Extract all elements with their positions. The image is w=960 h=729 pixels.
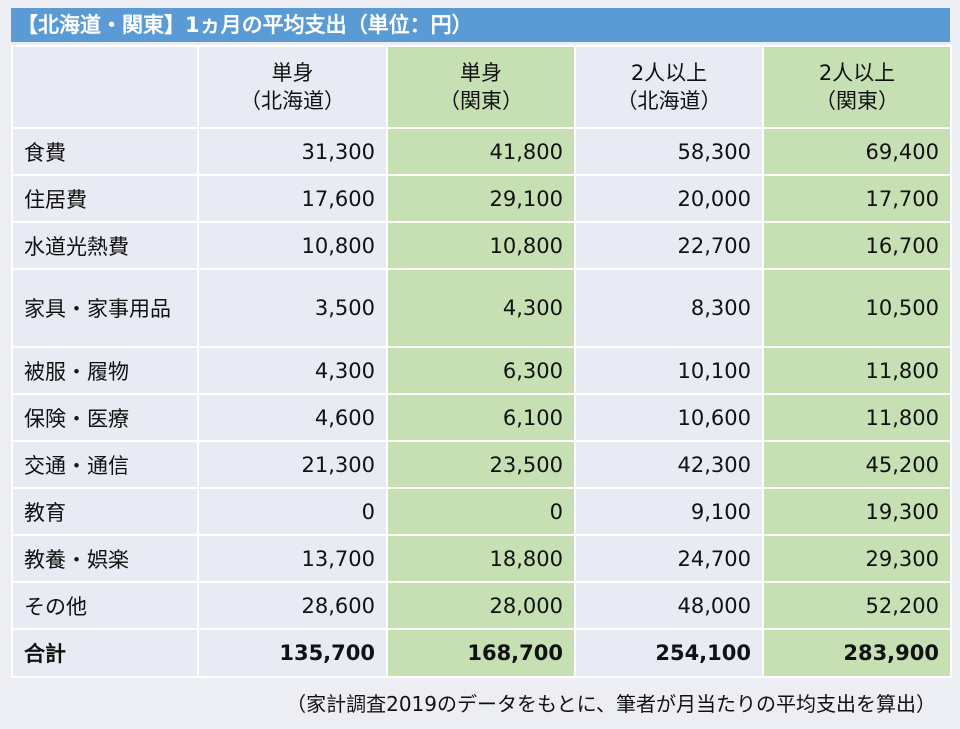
header-empty-cell — [11, 45, 199, 129]
table-cell: 10,800 — [386, 221, 576, 270]
column-header: 2人以上 （北海道） — [574, 45, 764, 129]
table-row: 水道光熱費 10,800 10,800 22,700 16,700 — [11, 221, 952, 270]
column-header: 単身 （北海道） — [197, 45, 388, 129]
total-row: 合計 135,700 168,700 254,100 283,900 — [11, 628, 952, 678]
total-cell: 283,900 — [762, 628, 952, 678]
table-cell: 11,800 — [762, 346, 952, 395]
table-cell: 9,100 — [574, 487, 764, 536]
table-row: 教育 0 0 9,100 19,300 — [11, 487, 952, 536]
table-cell: 29,300 — [762, 534, 952, 583]
table-cell: 41,800 — [386, 127, 576, 176]
table-cell: 10,100 — [574, 346, 764, 395]
row-label: 教育 — [11, 487, 199, 536]
table-row: 交通・通信 21,300 23,500 42,300 45,200 — [11, 440, 952, 489]
table-cell: 69,400 — [762, 127, 952, 176]
table-cell: 48,000 — [574, 581, 764, 630]
header-row: 単身 （北海道） 単身 （関東） 2人以上 （北海道） 2人以上 （関東） — [11, 45, 952, 129]
table-cell: 8,300 — [574, 268, 764, 348]
table-cell: 0 — [197, 487, 388, 536]
table-row: 被服・履物 4,300 6,300 10,100 11,800 — [11, 346, 952, 395]
table-cell: 4,300 — [386, 268, 576, 348]
table-cell: 11,800 — [762, 393, 952, 442]
table-cell: 42,300 — [574, 440, 764, 489]
table-cell: 28,600 — [197, 581, 388, 630]
table-cell: 6,100 — [386, 393, 576, 442]
table-cell: 22,700 — [574, 221, 764, 270]
table-row: 保険・医療 4,600 6,100 10,600 11,800 — [11, 393, 952, 442]
row-label: 被服・履物 — [11, 346, 199, 395]
table-cell: 24,700 — [574, 534, 764, 583]
table-cell: 28,000 — [386, 581, 576, 630]
row-label: その他 — [11, 581, 199, 630]
row-label: 家具・家事用品 — [11, 268, 199, 348]
total-cell: 254,100 — [574, 628, 764, 678]
row-label: 住居費 — [11, 174, 199, 223]
total-cell: 168,700 — [386, 628, 576, 678]
table-cell: 3,500 — [197, 268, 388, 348]
table-cell: 10,500 — [762, 268, 952, 348]
table-cell: 21,300 — [197, 440, 388, 489]
table-row: 教養・娯楽 13,700 18,800 24,700 29,300 — [11, 534, 952, 583]
total-label: 合計 — [11, 628, 199, 678]
total-cell: 135,700 — [197, 628, 388, 678]
table-cell: 52,200 — [762, 581, 952, 630]
table-row: 食費 31,300 41,800 58,300 69,400 — [11, 127, 952, 176]
table-row: 家具・家事用品 3,500 4,300 8,300 10,500 — [11, 268, 952, 348]
table-cell: 58,300 — [574, 127, 764, 176]
table-cell: 18,800 — [386, 534, 576, 583]
table-row: その他 28,600 28,000 48,000 52,200 — [11, 581, 952, 630]
table-cell: 6,300 — [386, 346, 576, 395]
row-label: 教養・娯楽 — [11, 534, 199, 583]
table-cell: 45,200 — [762, 440, 952, 489]
column-header: 単身 （関東） — [386, 45, 576, 129]
table-cell: 10,600 — [574, 393, 764, 442]
table-cell: 13,700 — [197, 534, 388, 583]
row-label: 食費 — [11, 127, 199, 176]
table-cell: 31,300 — [197, 127, 388, 176]
table-cell: 16,700 — [762, 221, 952, 270]
expense-table: 単身 （北海道） 単身 （関東） 2人以上 （北海道） 2人以上 （関東） 食費 31,… — [11, 45, 952, 678]
table-cell: 20,000 — [574, 174, 764, 223]
row-label: 保険・医療 — [11, 393, 199, 442]
row-label: 交通・通信 — [11, 440, 199, 489]
table-cell: 17,600 — [197, 174, 388, 223]
column-header: 2人以上 （関東） — [762, 45, 952, 129]
table-cell: 0 — [386, 487, 576, 536]
table-cell: 23,500 — [386, 440, 576, 489]
table-cell: 10,800 — [197, 221, 388, 270]
table-cell: 4,600 — [197, 393, 388, 442]
table-title: 【北海道・関東】1ヵ月の平均支出（単位：円） — [11, 8, 950, 42]
table-cell: 17,700 — [762, 174, 952, 223]
source-note: （家計調査2019のデータをもとに、筆者が月当たりの平均支出を算出） — [286, 692, 936, 716]
table-cell: 4,300 — [197, 346, 388, 395]
table-cell: 19,300 — [762, 487, 952, 536]
row-label: 水道光熱費 — [11, 221, 199, 270]
table-cell: 29,100 — [386, 174, 576, 223]
table-row: 住居費 17,600 29,100 20,000 17,700 — [11, 174, 952, 223]
